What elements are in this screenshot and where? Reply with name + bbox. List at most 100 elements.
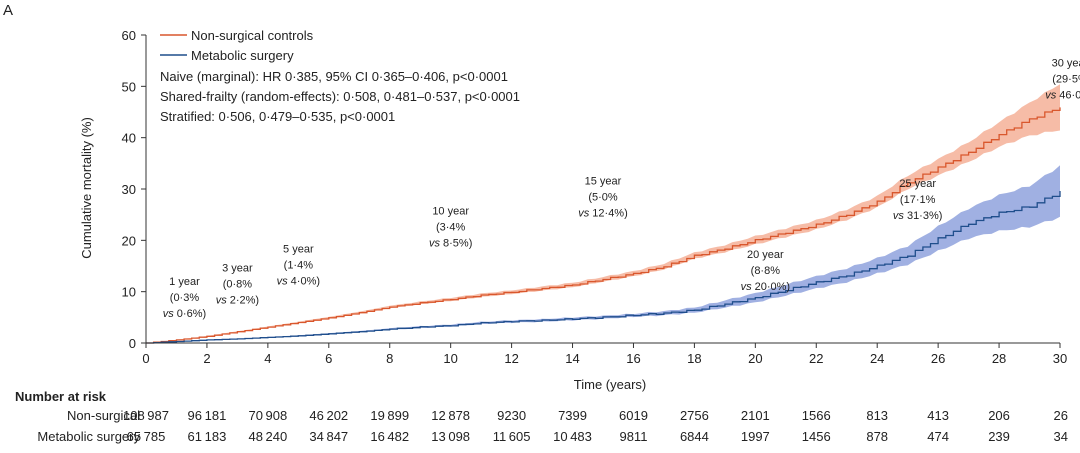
risk-cell: 96 181 (188, 408, 227, 423)
y-tick-label: 60 (122, 28, 136, 43)
risk-cell: 9811 (619, 429, 647, 444)
annotation-line: (3·4% (436, 221, 466, 233)
annotation-line: 1 year (169, 276, 200, 288)
x-tick-label: 28 (992, 351, 1006, 366)
series-line-metabolic-surgery (146, 191, 1061, 344)
x-tick-label: 16 (626, 351, 640, 366)
risk-cell: 46 202 (309, 408, 348, 423)
risk-cell: 11 605 (493, 429, 531, 444)
stat-stratified: Stratified: 0·506, 0·479–0·535, p<0·0001 (160, 109, 395, 124)
risk-cell: 9230 (497, 408, 526, 423)
risk-cell: 2756 (680, 408, 709, 423)
risk-cell: 70 908 (248, 408, 287, 423)
risk-cell: 34 847 (309, 429, 348, 444)
hazard-ratio-stats: Naive (marginal): HR 0·385, 95% CI 0·365… (160, 69, 520, 124)
x-tick-label: 6 (325, 351, 332, 366)
y-tick-label: 30 (122, 182, 136, 197)
annotation-line: vs 31·3%) (893, 210, 943, 222)
risk-cell: 2101 (741, 408, 770, 423)
x-tick-label: 4 (264, 351, 271, 366)
annotation-line: (17·1% (900, 194, 936, 206)
y-tick-label: 10 (122, 285, 136, 300)
annotation-line: (0·8% (223, 279, 253, 291)
risk-cell: 6019 (619, 408, 648, 423)
risk-cell: 48 240 (248, 429, 287, 444)
x-tick-label: 2 (203, 351, 210, 366)
number-at-risk-table: Number at risk Non-surgical Metabolic su… (15, 389, 1068, 444)
series-lines (146, 107, 1061, 344)
annotation-line: (29·5% (1052, 74, 1080, 86)
annotation-line: vs 20·0%) (741, 281, 791, 293)
risk-cell: 34 (1054, 429, 1068, 444)
panel-label: A (3, 2, 13, 19)
risk-cell: 878 (866, 429, 888, 444)
x-tick-label: 24 (870, 351, 884, 366)
annotation-line: vs 46·0%) (1045, 90, 1080, 102)
risk-cell: 26 (1054, 408, 1068, 423)
legend-label-metabolic-surgery: Metabolic surgery (191, 48, 294, 63)
annotation-line: (8·8% (751, 265, 781, 277)
x-axis-label: Time (years) (574, 377, 646, 392)
risk-cell: 19 899 (370, 408, 409, 423)
y-tick-label: 40 (122, 131, 136, 146)
stat-shared-frailty: Shared-frailty (random-effects): 0·508, … (160, 89, 520, 104)
annotation-20-year: 20 year (8·8% vs 20·0%) (741, 249, 791, 293)
risk-cell: 1456 (802, 429, 831, 444)
stat-naive: Naive (marginal): HR 0·385, 95% CI 0·365… (160, 69, 508, 84)
annotation-line: 30 year (1052, 58, 1080, 70)
risk-row-label-non-surgical: Non-surgical (67, 408, 140, 423)
y-tick-label: 0 (129, 336, 136, 351)
annotation-10-year: 10 year (3·4% vs 8·5%) (429, 205, 472, 249)
risk-cell: 206 (988, 408, 1010, 423)
x-tick-label: 14 (565, 351, 579, 366)
x-tick-label: 18 (687, 351, 701, 366)
annotation-line: vs 8·5%) (429, 237, 472, 249)
annotation-line: vs 12·4%) (578, 207, 628, 219)
risk-cell: 813 (866, 408, 888, 423)
y-axis-label: Cumulative mortality (%) (79, 117, 94, 259)
y-tick-label: 50 (122, 79, 136, 94)
annotation-25-year: 25 year (17·1% vs 31·3%) (893, 178, 943, 222)
risk-cell: 7399 (558, 408, 587, 423)
x-tick-label: 8 (386, 351, 393, 366)
risk-cell: 108 987 (123, 408, 169, 423)
risk-row-label-metabolic-surgery: Metabolic surgery (37, 429, 140, 444)
risk-table-title: Number at risk (15, 389, 107, 404)
timepoint-annotations: 1 year (0·3% vs 0·6%) 3 year (0·8% vs 2·2%) 5 … (163, 58, 1080, 320)
risk-cell: 474 (927, 429, 949, 444)
annotation-line: 3 year (222, 263, 253, 275)
annotation-5-year: 5 year (1·4% vs 4·0%) (277, 243, 320, 287)
annotation-line: 20 year (747, 249, 784, 261)
risk-cell: 65 785 (127, 429, 166, 444)
legend-label-non-surgical: Non-surgical controls (191, 28, 314, 43)
risk-cell: 1997 (741, 429, 770, 444)
x-tick-label: 22 (809, 351, 823, 366)
risk-cell: 10 483 (553, 429, 592, 444)
annotation-line: 25 year (899, 178, 936, 190)
risk-cell: 413 (927, 408, 949, 423)
annotation-1-year: 1 year (0·3% vs 0·6%) (163, 276, 206, 320)
annotation-line: vs 2·2%) (216, 295, 259, 307)
x-tick-label: 0 (142, 351, 149, 366)
annotation-line: vs 4·0%) (277, 275, 320, 287)
annotation-line: (1·4% (284, 259, 314, 271)
risk-cell: 12 878 (431, 408, 470, 423)
risk-cell: 239 (988, 429, 1010, 444)
annotation-line: 15 year (585, 175, 622, 187)
risk-cell: 61 183 (188, 429, 227, 444)
risk-cell: 1566 (802, 408, 831, 423)
risk-cell: 13 098 (431, 429, 470, 444)
annotation-line: (0·3% (170, 292, 200, 304)
annotation-line: (5·0% (588, 191, 618, 203)
x-tick-label: 20 (748, 351, 762, 366)
annotation-3-year: 3 year (0·8% vs 2·2%) (216, 263, 259, 307)
series-line-non-surgical (146, 107, 1061, 344)
x-tick-label: 10 (443, 351, 457, 366)
legend: Non-surgical controls Metabolic surgery (160, 28, 314, 63)
annotation-line: 10 year (432, 205, 469, 217)
risk-cell: 16 482 (370, 429, 409, 444)
risk-cell: 6844 (680, 429, 709, 444)
y-tick-label: 20 (122, 233, 136, 248)
x-tick-label: 26 (931, 351, 945, 366)
